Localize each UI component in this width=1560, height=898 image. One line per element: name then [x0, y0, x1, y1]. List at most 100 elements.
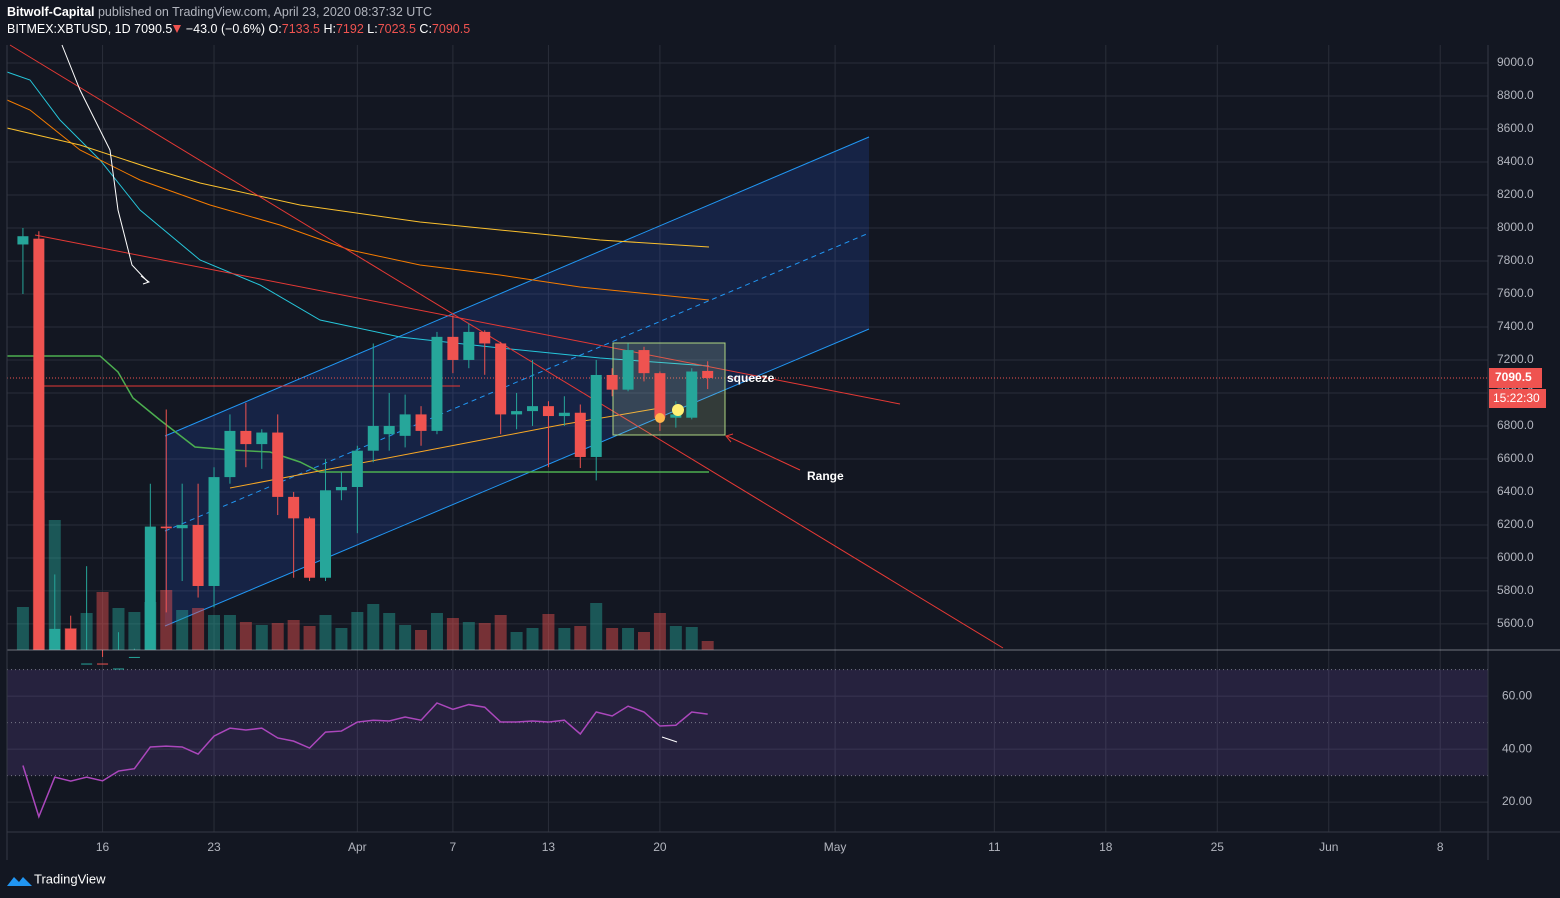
- y-tick-label: 8000.0: [1497, 220, 1534, 234]
- volume-bar: [590, 603, 603, 650]
- range-arrow: [726, 435, 801, 471]
- candle-body: [304, 518, 316, 578]
- y-tick-label: 7600.0: [1497, 286, 1534, 300]
- last-price: 7090.5: [134, 22, 173, 36]
- candle-body: [128, 656, 140, 658]
- candle-body: [208, 477, 220, 586]
- candle-body: [160, 526, 172, 529]
- y-tick-label: 8600.0: [1497, 121, 1534, 135]
- candle-body: [702, 370, 714, 379]
- y-tick-label: 6000.0: [1497, 550, 1534, 564]
- y-tick-label: 6800.0: [1497, 418, 1534, 432]
- x-tick-label: Apr: [348, 840, 367, 854]
- low: 7023.5: [377, 22, 416, 36]
- header-line-2: BITMEX:XBTUSD, 1D 7090.5 −43.0 (−0.6%) O…: [7, 22, 470, 36]
- candle-body: [240, 430, 252, 445]
- marker: [672, 404, 684, 416]
- candle-body: [351, 450, 363, 487]
- symbol: BITMEX:XBTUSD, 1D: [7, 22, 131, 36]
- volume-bar: [335, 628, 348, 650]
- volume-bar: [383, 613, 396, 650]
- x-tick-label: 20: [653, 840, 667, 854]
- x-tick-label: 23: [207, 840, 221, 854]
- y-tick-label: 8200.0: [1497, 187, 1534, 201]
- volume-bar: [542, 614, 555, 650]
- volume-bar: [462, 622, 475, 650]
- candle-body: [256, 432, 268, 445]
- x-tick-label: Jun: [1319, 840, 1338, 854]
- volume-bar: [160, 590, 173, 650]
- countdown: 15:22:30: [1493, 391, 1540, 405]
- volume-bar: [112, 608, 125, 650]
- volume-bar: [622, 628, 635, 650]
- rsi-line: [22, 702, 708, 819]
- volume-bar: [685, 627, 698, 650]
- candle-body: [97, 663, 109, 665]
- volume-bar: [319, 615, 332, 650]
- ma-rising: [229, 407, 661, 489]
- candle-body: [144, 526, 156, 650]
- grid: [7, 45, 1488, 832]
- candle-body: [463, 331, 475, 360]
- volume-bar: [239, 622, 252, 650]
- candle-body: [49, 628, 61, 650]
- trend-line: [9, 44, 1004, 649]
- y-tick-label: 8400.0: [1497, 154, 1534, 168]
- change: −43.0 (−0.6%): [185, 22, 266, 36]
- y-tick-label: 6600.0: [1497, 451, 1534, 465]
- x-tick-label: 13: [542, 840, 556, 854]
- countdown-tag: [1489, 389, 1546, 408]
- volume-bar: [430, 613, 443, 650]
- l-label: L:: [367, 22, 378, 36]
- candle-body: [367, 425, 379, 451]
- published: published on TradingView.com, April 23, …: [97, 5, 432, 19]
- y-tick-label: 7400.0: [1497, 319, 1534, 333]
- candle-body: [176, 524, 188, 529]
- candle-body: [495, 343, 507, 415]
- candle-body: [654, 373, 666, 418]
- annotation: squeeze: [727, 371, 775, 385]
- y-tick-label: 6400.0: [1497, 484, 1534, 498]
- rsi-band: [7, 669, 1488, 777]
- header-line-1: Bitwolf-Capital published on TradingView…: [7, 5, 432, 19]
- y-tick-label: 9000.0: [1497, 55, 1534, 69]
- brand: TradingView: [34, 871, 106, 886]
- x-tick-label: 7: [450, 840, 457, 854]
- candle-body: [670, 414, 682, 418]
- volume-bar: [558, 628, 571, 650]
- rsi: [22, 702, 708, 819]
- price-tag: [1489, 368, 1542, 388]
- volume-bar: [415, 630, 428, 650]
- price-tag-label: 7090.5: [1495, 370, 1532, 384]
- volume-bar: [192, 608, 205, 650]
- volume-bar: [16, 607, 29, 650]
- candle-body: [606, 374, 618, 390]
- annotation: Range: [807, 469, 844, 483]
- x-tick-label: 18: [1099, 840, 1113, 854]
- volume-bar: [606, 628, 619, 650]
- candle-body: [65, 628, 77, 650]
- x-tick-label: 8: [1437, 840, 1444, 854]
- brand-logo: [7, 877, 32, 886]
- volume-bar: [653, 613, 666, 650]
- candle-body: [638, 350, 650, 374]
- candles: [17, 227, 714, 670]
- candle-body: [431, 336, 443, 431]
- candle-body: [33, 238, 45, 651]
- marker: [655, 413, 665, 423]
- range-arrow-head: [725, 433, 734, 443]
- candle-body: [81, 663, 93, 665]
- volume-bar: [494, 615, 507, 650]
- rsi-tick-label: 60.00: [1502, 688, 1532, 702]
- volume-bar: [399, 625, 412, 650]
- open: 7133.5: [281, 22, 320, 36]
- candle-body: [383, 425, 395, 435]
- volume-bar: [367, 604, 380, 650]
- o-label: O:: [268, 22, 282, 36]
- volume-bar: [128, 612, 141, 650]
- author: Bitwolf-Capital: [7, 5, 95, 19]
- candle-body: [686, 371, 698, 418]
- volume-bar: [446, 618, 459, 650]
- rsi-divergence: [661, 736, 678, 743]
